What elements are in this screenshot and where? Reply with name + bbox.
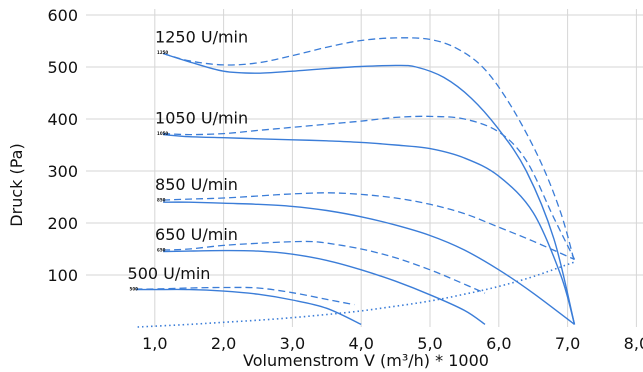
x-tick-label: 5,0: [417, 334, 442, 353]
speed-label: 850 U/min: [155, 175, 238, 194]
speed-marker-label: 1250: [157, 50, 168, 55]
speed-label: 500 U/min: [128, 264, 211, 283]
x-tick-label: 4,0: [348, 334, 373, 353]
pressure-curve-solid: [163, 249, 486, 325]
pressure-curve-dashed: [163, 240, 486, 294]
x-tick-label: 2,0: [211, 334, 236, 353]
y-tick-label: 500: [47, 58, 78, 77]
y-tick-label: 200: [47, 214, 78, 233]
pressure-curve-solid: [163, 133, 576, 325]
pressure-curve-dashed: [135, 286, 355, 306]
pressure-curve-dashed: [163, 192, 575, 260]
x-tick-label: 3,0: [280, 334, 305, 353]
y-tick-label: 300: [47, 162, 78, 181]
speed-label: 1050 U/min: [155, 109, 248, 128]
speed-marker-label: 650: [157, 248, 166, 253]
curves: [135, 37, 576, 328]
x-tick-label: 7,0: [555, 334, 580, 353]
x-tick-label: 6,0: [486, 334, 511, 353]
pressure-curve-solid: [135, 288, 362, 326]
speed-label: 650 U/min: [155, 225, 238, 244]
pressure-curve-dashed: [163, 115, 576, 260]
x-tick-label: 8,0: [624, 334, 643, 353]
y-tick-label: 600: [47, 6, 78, 25]
y-tick-label: 100: [47, 266, 78, 285]
speed-label: 1250 U/min: [155, 27, 248, 46]
speed-marker-label: 1050: [157, 131, 168, 136]
pressure-curve-solid: [163, 201, 575, 325]
pressure-curve-dashed: [162, 37, 576, 263]
y-axis-label: Druck (Pa): [7, 143, 26, 226]
axis-ticks: 100 200 300 400 500 600 1,0 2,0 3,0 4,0 5,0 6,0 7,0 8…: [47, 6, 643, 353]
x-axis-label: Volumenstrom V (m³/h) * 1000: [243, 351, 489, 370]
curve-labels: 1250 1250 U/min 1050 1050 U/min 850 850 U/min…: [128, 27, 249, 291]
speed-marker-label: 500: [130, 287, 139, 292]
speed-marker-label: 850: [157, 198, 166, 203]
x-tick-label: 1,0: [142, 334, 167, 353]
pressure-curve-solid: [162, 52, 576, 325]
y-tick-label: 400: [47, 110, 78, 129]
system-curve-dotted: [137, 261, 575, 328]
